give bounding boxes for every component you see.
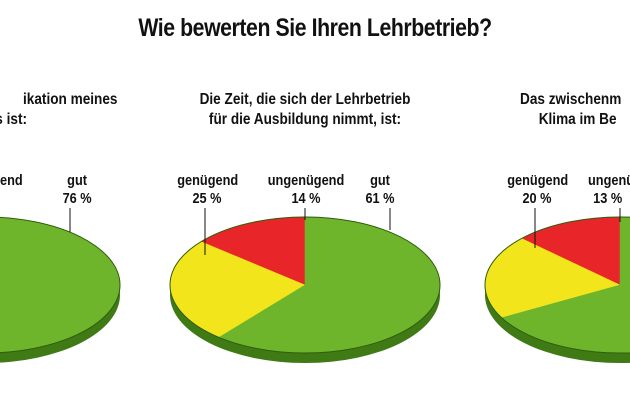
pie1-label-end: end xyxy=(0,172,23,189)
pie3-label-ungenuegend-value: 13 % xyxy=(593,190,623,207)
pie1-label-gut-name: gut xyxy=(67,172,88,189)
pie1-label-gut-value: 76 % xyxy=(62,190,92,207)
pie2-label-ungenuegend-value: 14 % xyxy=(291,190,321,207)
pie3-question-line1: Das zwischenm xyxy=(520,91,622,108)
pie1-label-gut: gut 76 % xyxy=(63,172,92,208)
pie2-label-genuegend: genügend 25 % xyxy=(177,172,239,208)
pie2-label-gut: gut 61 % xyxy=(363,172,397,208)
pie3-label-genuegend-name: genügend xyxy=(507,172,569,189)
pie2-question-line2: für die Ausbildung nimmt, ist: xyxy=(208,111,402,128)
pie1-question-line2: rs ist: xyxy=(0,111,28,128)
pie1-question-line1: ikation meines xyxy=(23,91,118,108)
pie3-label-ungenuegend: ungenü 13 % xyxy=(588,172,630,208)
pie2-label-genuegend-name: genügend xyxy=(177,172,239,189)
pie3-label-genuegend-value: 20 % xyxy=(522,190,552,207)
pie1-question: ikation meines rs ist: xyxy=(0,90,118,130)
pie1-outline xyxy=(0,216,121,354)
chart-title: Wie bewerten Sie Ihren Lehrbetrieb? xyxy=(138,14,492,42)
pie3-label-genuegend: genügend 20 % xyxy=(507,172,569,208)
pie2-label-ungenuegend-name: ungenügend xyxy=(267,172,345,189)
pie2-label-genuegend-value: 25 % xyxy=(192,190,222,207)
pie3-label-ungenuegend-name: ungenü xyxy=(588,172,630,189)
pie2-label-gut-value: 61 % xyxy=(365,190,395,207)
pie2-question-line1: Die Zeit, die sich der Lehrbetrieb xyxy=(199,91,411,108)
pie3-question-line2: Klima im Be xyxy=(538,111,617,128)
pie2-label-ungenuegend: ungenügend 14 % xyxy=(265,172,347,208)
pie2-question: Die Zeit, die sich der Lehrbetrieb für d… xyxy=(199,90,412,130)
pie3-question: Das zwischenm Klima im Be xyxy=(520,90,621,130)
pie2-label-gut-name: gut xyxy=(370,172,390,189)
